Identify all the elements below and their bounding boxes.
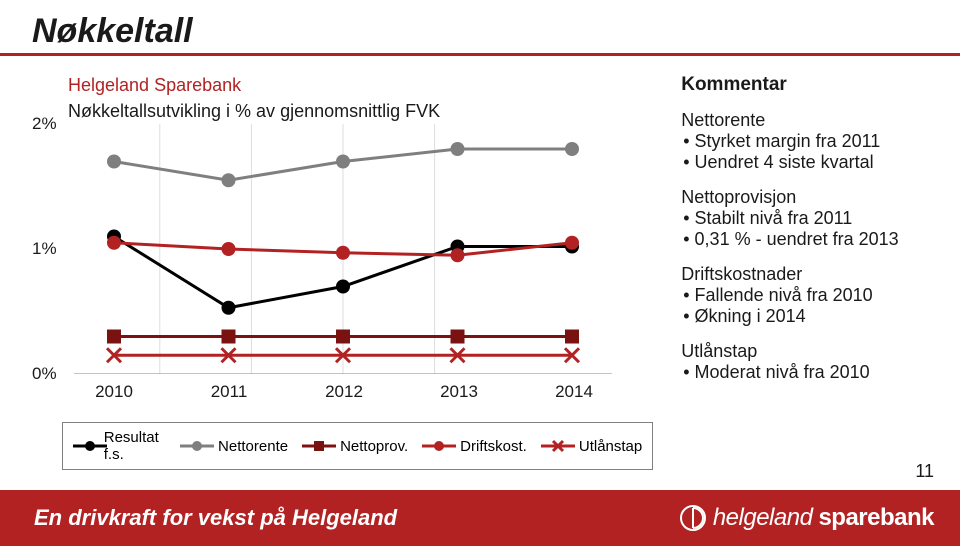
chart-brand-label: Helgeland Sparebank: [68, 74, 653, 97]
legend-label: Resultat f.s.: [104, 429, 166, 463]
comment-list-item: Stabilt nivå fra 2011: [683, 208, 940, 229]
comment-list-item: Moderat nivå fra 2010: [683, 362, 940, 383]
content-row: Helgeland Sparebank Nøkkeltallsutvikling…: [0, 56, 960, 470]
comment-list-item: Fallende nivå fra 2010: [683, 285, 940, 306]
footer-logo: helgelandsparebank: [679, 504, 934, 532]
footer-tagline: En drivkraft for vekst på Helgeland: [34, 505, 397, 531]
comment-list-item: 0,31 % - uendret fra 2013: [683, 229, 940, 250]
legend-item: Nettorente: [180, 438, 288, 455]
chart-subtitle: Nøkkeltallsutvikling i % av gjennomsnitt…: [68, 101, 653, 122]
comment-list: Stabilt nivå fra 20110,31 % - uendret fr…: [681, 208, 940, 250]
legend-swatch: [180, 439, 214, 453]
x-axis-label: 2014: [555, 382, 593, 402]
legend-label: Nettoprov.: [340, 438, 408, 455]
legend-swatch: [541, 439, 575, 453]
plot-area: [74, 124, 612, 374]
legend-item: Nettoprov.: [302, 438, 408, 455]
comment-list: Styrket margin fra 2011Uendret 4 siste k…: [681, 131, 940, 173]
comment-list: Moderat nivå fra 2010: [681, 362, 940, 383]
footer-bar: En drivkraft for vekst på Helgeland helg…: [0, 490, 960, 546]
line-chart: 2% 1% 0% 2010 2011 2012 2013 2014: [32, 124, 622, 414]
comment-block-title: Utlånstap: [681, 341, 940, 362]
y-axis-label: 0%: [32, 364, 57, 384]
comment-block: DriftskostnaderFallende nivå fra 2010Økn…: [681, 264, 940, 327]
comment-list-item: Økning i 2014: [683, 306, 940, 327]
legend-label: Driftskost.: [460, 438, 527, 455]
x-axis-label: 2010: [95, 382, 133, 402]
comment-block-title: Nettoprovisjon: [681, 187, 940, 208]
y-axis-label: 2%: [32, 114, 57, 134]
legend-item: Driftskost.: [422, 438, 527, 455]
x-axis-label: 2013: [440, 382, 478, 402]
y-axis-label: 1%: [32, 239, 57, 259]
chart-column: Helgeland Sparebank Nøkkeltallsutvikling…: [32, 74, 653, 470]
comment-list: Fallende nivå fra 2010Økning i 2014: [681, 285, 940, 327]
comment-block: NettorenteStyrket margin fra 2011Uendret…: [681, 110, 940, 173]
x-axis-label: 2011: [211, 382, 248, 402]
comment-column: Kommentar NettorenteStyrket margin fra 2…: [653, 74, 940, 470]
page-number: 11: [915, 461, 934, 482]
legend-label: Utlånstap: [579, 438, 642, 455]
comment-list-item: Uendret 4 siste kvartal: [683, 152, 940, 173]
comment-list-item: Styrket margin fra 2011: [683, 131, 940, 152]
footer-brand-2: sparebank: [818, 504, 934, 532]
chart-legend: Resultat f.s. Nettorente Nettoprov. Driftsk…: [62, 422, 653, 470]
page-title: Nøkkeltall: [0, 0, 960, 53]
legend-swatch: [422, 439, 456, 453]
comment-block-title: Nettorente: [681, 110, 940, 131]
legend-swatch: [73, 439, 100, 453]
legend-item: Resultat f.s.: [73, 429, 166, 463]
comment-heading: Kommentar: [681, 74, 940, 96]
legend-label: Nettorente: [218, 438, 288, 455]
x-axis-label: 2012: [325, 382, 363, 402]
comment-block-title: Driftskostnader: [681, 264, 940, 285]
comment-block: NettoprovisjonStabilt nivå fra 20110,31 …: [681, 187, 940, 250]
comment-block: UtlånstapModerat nivå fra 2010: [681, 341, 940, 383]
footer-brand-1: helgeland: [713, 504, 813, 532]
logo-icon: [679, 504, 707, 532]
legend-item: Utlånstap: [541, 438, 642, 455]
legend-swatch: [302, 439, 336, 453]
